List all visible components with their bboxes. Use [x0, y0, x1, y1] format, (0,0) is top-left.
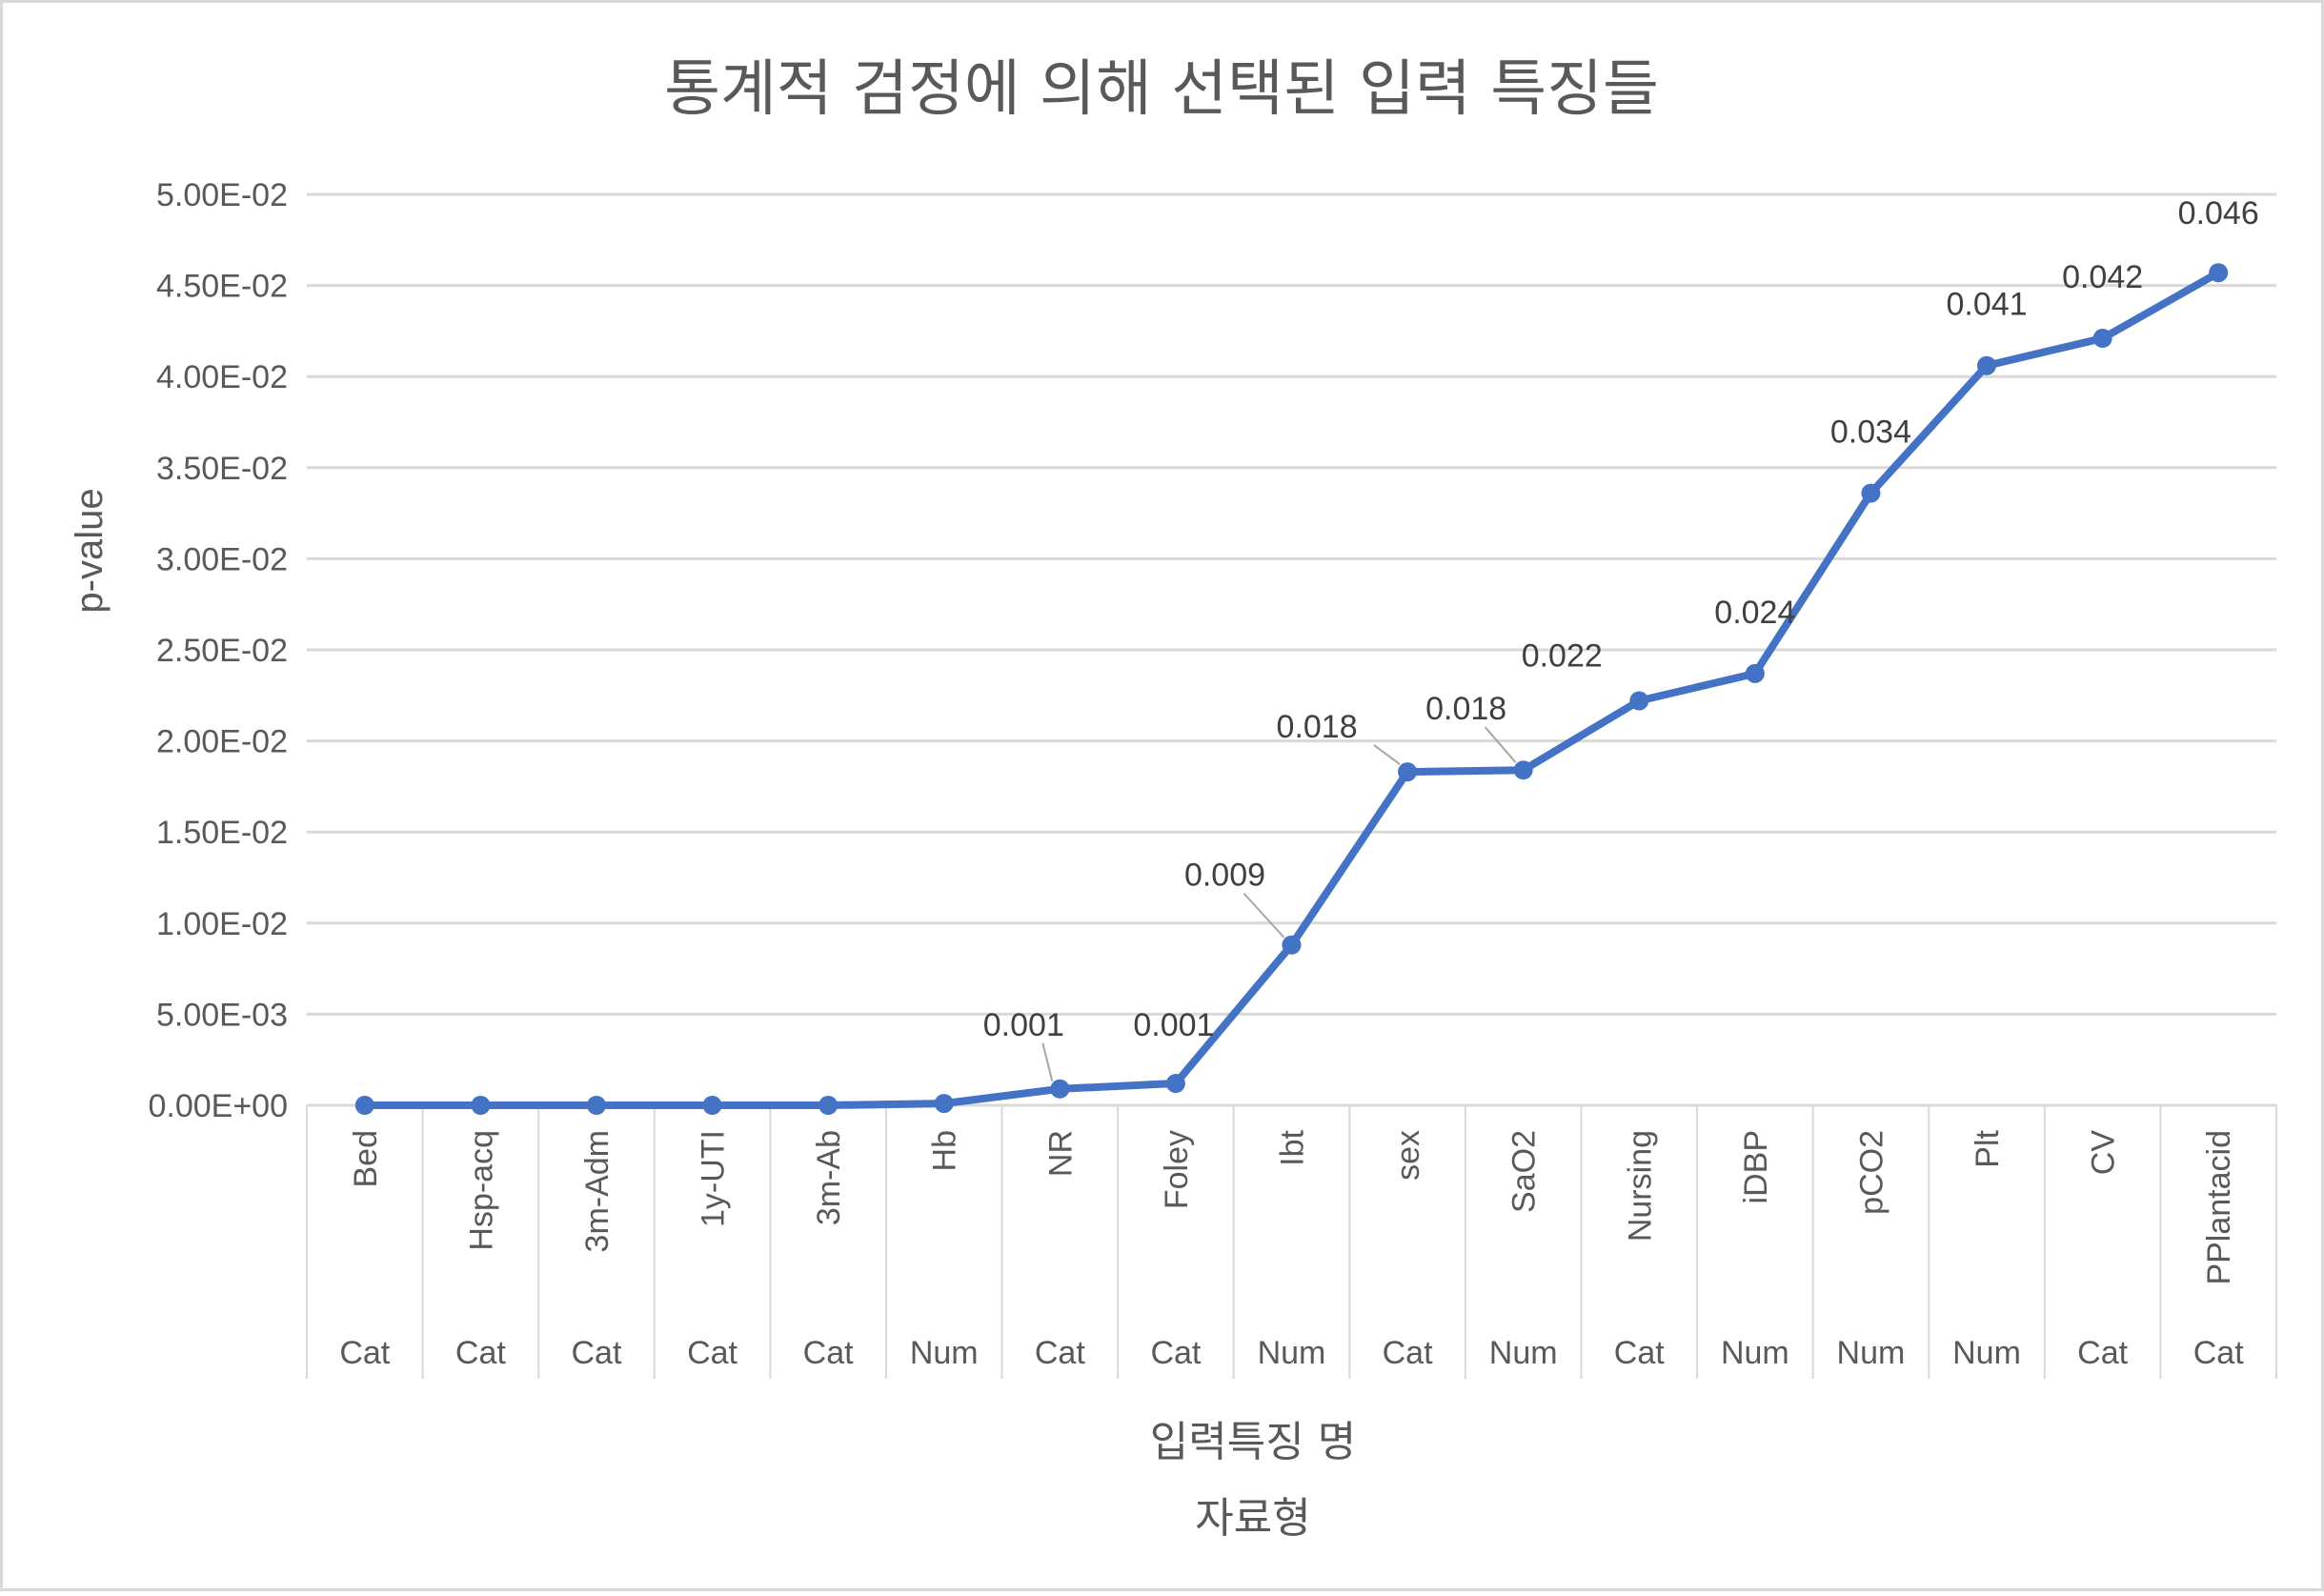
y-tick-label: 2.00E-02 [156, 724, 288, 760]
data-point [818, 1096, 839, 1115]
y-axis-title: p-value [69, 488, 111, 613]
x-category-label: Hb [927, 1130, 963, 1171]
data-point [702, 1096, 722, 1115]
x-category-label: 3m-Ab [811, 1130, 847, 1225]
data-type-label: Num [1837, 1335, 1906, 1371]
x-category-label: 1y-UTI [696, 1130, 732, 1227]
chart-title: 통계적 검정에 의해 선택된 입력 특징들 [664, 54, 1659, 125]
data-point [1050, 1079, 1070, 1099]
data-label: 0.001 [1133, 1007, 1214, 1043]
data-point [1861, 483, 1881, 503]
data-label: 0.018 [1425, 691, 1506, 727]
data-type-label: Cat [687, 1335, 738, 1371]
data-label: 0.041 [1946, 287, 2027, 323]
data-label: 0.034 [1830, 414, 1911, 451]
x-category-label: Foley [1159, 1130, 1195, 1209]
data-label: 0.009 [1184, 858, 1265, 894]
data-point [1165, 1074, 1185, 1094]
data-label: 0.018 [1277, 709, 1358, 745]
x-axis-category-table: Bed Cat Hsp-acq Cat 3m-Adm Cat 1y-UTI Cat 3m-Ab C… [306, 1105, 2277, 1379]
leader-line [1484, 726, 1517, 763]
data-point [1745, 663, 1765, 683]
series-line-group [354, 263, 2229, 1115]
x-category-label: iDBP [1738, 1130, 1774, 1203]
data-type-label: Cat [1150, 1335, 1201, 1371]
data-type-label: Cat [1035, 1335, 1085, 1371]
data-point [1398, 762, 1418, 782]
data-type-label: Cat [572, 1335, 622, 1371]
x-category-label: 3m-Adm [579, 1130, 616, 1252]
x-category-label: Plt [1970, 1129, 2006, 1167]
x-category-label: NR [1042, 1130, 1079, 1177]
data-point [586, 1096, 606, 1115]
x-axis-title: 입력특징 명 [1150, 1418, 1356, 1466]
data-type-label: Cat [2077, 1335, 2128, 1371]
y-tick-label: 5.00E-02 [156, 177, 288, 213]
x-axis-subtitle: 자료형 [1195, 1494, 1310, 1543]
x-category-label: SaO2 [1506, 1130, 1543, 1213]
data-label: 0.042 [2062, 259, 2143, 295]
y-tick-label: 5.00E-03 [156, 997, 288, 1033]
data-point [1282, 935, 1302, 955]
data-label: 0.046 [2178, 195, 2259, 232]
y-tick-label: 1.00E-02 [156, 906, 288, 942]
y-tick-label: 3.00E-02 [156, 541, 288, 577]
y-tick-label: 3.50E-02 [156, 451, 288, 487]
leader-line [1041, 1042, 1054, 1082]
y-tick-label: 4.00E-02 [156, 359, 288, 395]
x-category-label: Ibt [1275, 1129, 1311, 1165]
y-tick-label: 2.50E-02 [156, 633, 288, 669]
data-type-label: Num [1489, 1335, 1558, 1371]
x-category-label: Hsp-acq [463, 1130, 499, 1251]
data-label: 0.024 [1714, 595, 1795, 631]
data-type-label: Cat [1383, 1335, 1433, 1371]
y-tick-label: 1.50E-02 [156, 815, 288, 851]
x-category-label: PPlantacid [2201, 1130, 2237, 1285]
x-category-label: Nursing [1622, 1130, 1658, 1242]
data-point [934, 1094, 954, 1114]
data-point [2092, 329, 2112, 349]
data-point [354, 1096, 374, 1115]
x-category-label: sex [1390, 1130, 1426, 1181]
data-point [1513, 760, 1533, 780]
data-labels: 0.001 0.001 0.009 0.018 0.018 0.022 0.024 0.034… [983, 195, 2259, 1043]
data-type-label: Num [910, 1335, 979, 1371]
data-type-label: Cat [1614, 1335, 1665, 1371]
data-label: 0.001 [983, 1007, 1064, 1043]
data-type-label: Num [1721, 1335, 1789, 1371]
data-type-label: Cat [455, 1335, 506, 1371]
data-type-label: Cat [339, 1335, 390, 1371]
y-tick-label: 4.50E-02 [156, 269, 288, 305]
data-type-label: Num [1952, 1335, 2021, 1371]
x-category-label: CV [2086, 1130, 2122, 1176]
data-type-label: Cat [2193, 1335, 2244, 1371]
data-point [2209, 263, 2229, 283]
data-type-label: Num [1258, 1335, 1326, 1371]
data-type-label: Cat [803, 1335, 854, 1371]
y-tick-label: 0.00E+00 [148, 1088, 288, 1124]
y-axis-ticks: 0.00E+00 5.00E-03 1.00E-02 1.50E-02 2.00E-02… [148, 177, 288, 1124]
leader-line [1243, 893, 1285, 939]
data-point [1629, 691, 1649, 711]
data-point [471, 1096, 491, 1115]
x-category-label: Bed [348, 1130, 384, 1188]
data-label-leader-lines [1041, 726, 1517, 1082]
leader-line [1373, 744, 1401, 765]
data-label: 0.022 [1522, 638, 1603, 675]
x-category-label: pCO2 [1853, 1130, 1890, 1215]
data-point [1977, 355, 1997, 375]
